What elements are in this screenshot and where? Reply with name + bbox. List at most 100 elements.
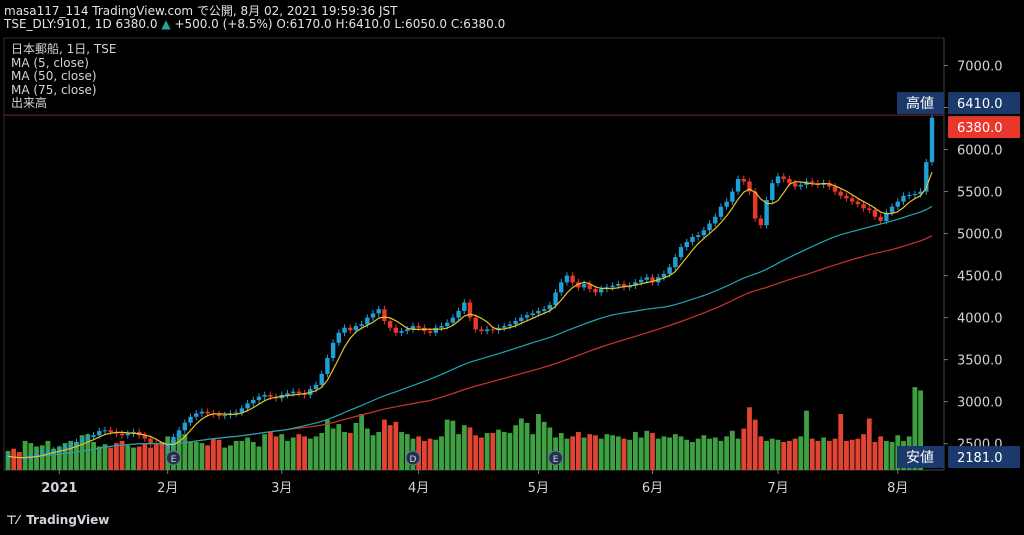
volume-bar	[56, 446, 62, 470]
candle-body	[222, 415, 227, 417]
volume-bar	[239, 440, 245, 470]
volume-bar	[467, 427, 473, 470]
candle-body	[849, 198, 855, 202]
volume-bar	[861, 434, 866, 470]
volume-bar	[102, 444, 108, 470]
volume-bar	[644, 430, 650, 470]
legend-symbol[interactable]: 日本郵船, 1日, TSE	[11, 42, 117, 56]
x-tick-label: 3月	[271, 481, 292, 496]
candle-body	[855, 201, 861, 205]
volume-bar	[433, 439, 439, 470]
volume-bar	[541, 421, 547, 470]
candle-body	[91, 435, 96, 437]
y-tick-label: 3500.0	[957, 354, 1003, 369]
volume-bar	[712, 437, 718, 470]
volume-bar	[233, 440, 239, 470]
candle-body	[638, 279, 644, 283]
candle-body	[319, 373, 324, 385]
high-tag-name-bg	[897, 92, 944, 115]
volume-bar	[507, 433, 513, 470]
volume-bar	[615, 436, 621, 470]
volume-bar	[758, 436, 764, 470]
volume-bar	[210, 438, 216, 470]
candle-body	[330, 342, 336, 358]
volume-bar	[479, 437, 484, 470]
candle-body	[142, 435, 148, 439]
volume-bar	[199, 443, 205, 470]
volume-bar	[524, 422, 530, 470]
candle-body	[678, 247, 684, 258]
volume-bar	[79, 435, 85, 470]
volume-bar	[153, 445, 159, 470]
volume-bar	[96, 446, 102, 470]
low-tag-value: 2181.0	[957, 451, 1003, 466]
candle-body	[348, 327, 353, 331]
volume-bar	[604, 434, 610, 470]
plot-border	[3, 37, 945, 471]
volume-bar	[621, 438, 627, 470]
legend-volume[interactable]: 出来高	[11, 96, 48, 110]
volume-bar	[518, 418, 524, 470]
candle-body	[171, 436, 176, 446]
candle-body	[34, 453, 39, 456]
volume-bar	[707, 438, 712, 470]
candle-body	[353, 326, 359, 331]
candle-body	[68, 444, 73, 448]
volume-bar	[222, 447, 228, 470]
volume-bar	[866, 418, 872, 470]
candle-body	[735, 178, 741, 192]
volume-bar	[838, 414, 844, 470]
volume-bar	[325, 419, 330, 470]
volume-bar	[633, 431, 638, 470]
volume-bar	[393, 421, 399, 470]
volume-bar	[85, 434, 91, 470]
legend-ma75[interactable]: MA (75, close)	[11, 82, 97, 97]
volume-bar	[113, 443, 119, 470]
volume-bar	[764, 440, 769, 470]
candle-body	[182, 422, 188, 431]
event-marker-label: D	[409, 455, 416, 465]
volume-bar	[108, 447, 114, 470]
candle-body	[924, 162, 929, 192]
candle-body	[621, 284, 627, 288]
volume-bar	[290, 437, 296, 470]
tradingview-logo-icon: ⊤⁄	[6, 513, 19, 527]
volume-bar	[148, 447, 153, 470]
candle-body	[844, 195, 849, 199]
candle-body	[370, 313, 376, 318]
candle-body	[233, 412, 239, 414]
volume-bar	[205, 445, 211, 470]
volume-bar	[193, 442, 199, 470]
volume-bar	[427, 438, 433, 470]
candle-body	[695, 235, 701, 237]
tradingview-logo[interactable]: ⊤⁄ TradingView	[6, 513, 109, 527]
legend-ma50[interactable]: MA (50, close)	[11, 69, 97, 83]
volume-bar	[729, 430, 735, 470]
candle-body	[644, 277, 650, 280]
volume-bar	[804, 410, 809, 470]
volume-bar	[245, 437, 250, 470]
candle-body	[792, 183, 798, 187]
volume-bar	[684, 439, 690, 470]
volume-bar	[638, 437, 644, 470]
volume-bar	[490, 433, 496, 470]
candle-body	[479, 329, 484, 332]
candle-body	[296, 391, 302, 394]
volume-bar	[593, 435, 598, 470]
publish-info: masa117_114 TradingView.com で公開, 8月 02, …	[4, 4, 398, 18]
volume-bar	[650, 433, 655, 470]
candle-body	[57, 448, 62, 451]
candle-body	[564, 275, 570, 283]
candle-body	[513, 320, 518, 325]
tradingview-brand: TradingView	[26, 513, 110, 527]
last-price-tag-value: 6380.0	[957, 121, 1003, 136]
volume-bar	[661, 436, 667, 470]
legend-ma5[interactable]: MA (5, close)	[11, 55, 89, 70]
volume-bar	[496, 429, 501, 470]
volume-bar	[501, 431, 507, 470]
volume-bar	[690, 442, 695, 470]
x-tick-label: 2021	[41, 481, 77, 496]
volume-bar	[849, 439, 855, 470]
volume-bar	[51, 448, 57, 470]
